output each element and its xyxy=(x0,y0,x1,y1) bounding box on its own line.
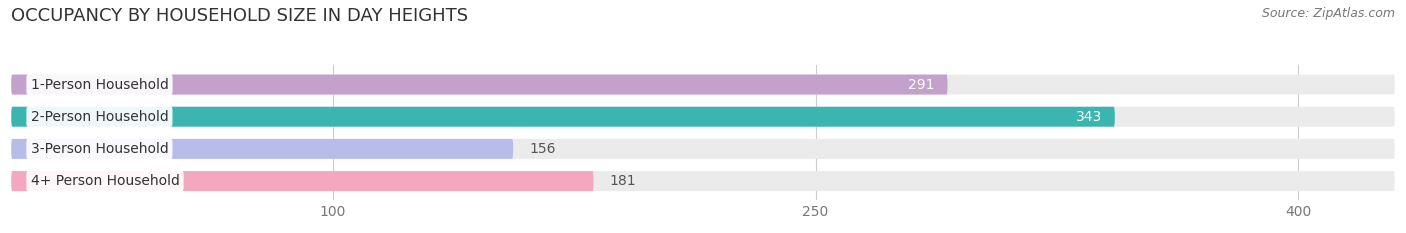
Text: 343: 343 xyxy=(1076,110,1102,124)
Text: 291: 291 xyxy=(908,78,935,92)
Text: 156: 156 xyxy=(529,142,555,156)
FancyBboxPatch shape xyxy=(11,139,513,159)
FancyBboxPatch shape xyxy=(11,171,593,191)
FancyBboxPatch shape xyxy=(11,171,1395,191)
Text: 1-Person Household: 1-Person Household xyxy=(31,78,169,92)
Text: 2-Person Household: 2-Person Household xyxy=(31,110,169,124)
Text: Source: ZipAtlas.com: Source: ZipAtlas.com xyxy=(1261,7,1395,20)
Text: 4+ Person Household: 4+ Person Household xyxy=(31,174,180,188)
Text: OCCUPANCY BY HOUSEHOLD SIZE IN DAY HEIGHTS: OCCUPANCY BY HOUSEHOLD SIZE IN DAY HEIGH… xyxy=(11,7,468,25)
Text: 3-Person Household: 3-Person Household xyxy=(31,142,169,156)
FancyBboxPatch shape xyxy=(11,107,1115,127)
Text: 181: 181 xyxy=(610,174,637,188)
FancyBboxPatch shape xyxy=(11,139,1395,159)
FancyBboxPatch shape xyxy=(11,75,1395,95)
FancyBboxPatch shape xyxy=(11,75,948,95)
FancyBboxPatch shape xyxy=(11,107,1395,127)
